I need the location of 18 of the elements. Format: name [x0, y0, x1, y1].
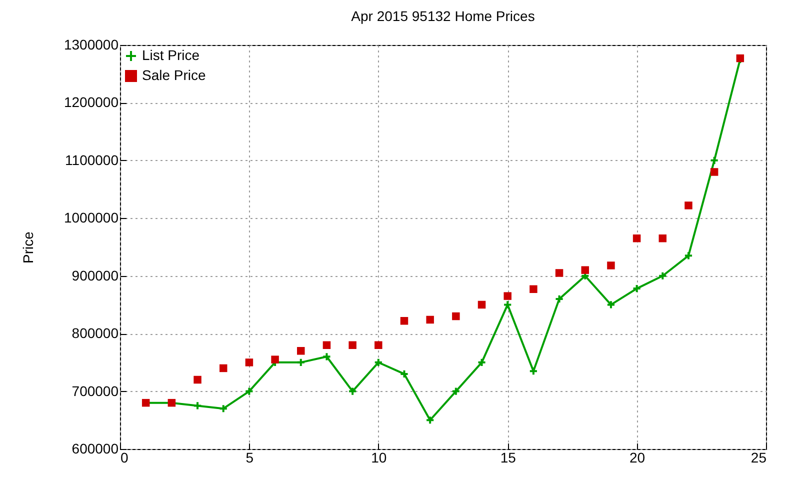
legend-label: List Price: [142, 47, 200, 63]
x-tick-label: 10: [371, 450, 387, 466]
y-axis-title: Price: [20, 231, 36, 264]
y-tick-label: 1100000: [65, 152, 119, 168]
x-tick-label: 5: [246, 450, 254, 466]
x-tick-label: 25: [750, 450, 767, 466]
y-tick-label: 1000000: [64, 210, 119, 226]
y-tick-label: 700000: [72, 382, 119, 399]
y-tick-label: 1200000: [64, 94, 119, 110]
y-tick-label: 800000: [72, 325, 119, 342]
x-tick-label: 20: [630, 450, 646, 466]
y-tick-label: 900000: [72, 267, 119, 284]
y-tick-label: 1300000: [64, 36, 119, 52]
x-tick-label: 15: [500, 450, 516, 466]
legend-label: Sale Price: [142, 67, 206, 83]
x-tick-label: 0: [120, 450, 128, 466]
chart-title: Apr 2015 95132 Home Prices: [351, 8, 535, 24]
y-tick-label: 600000: [72, 440, 119, 456]
